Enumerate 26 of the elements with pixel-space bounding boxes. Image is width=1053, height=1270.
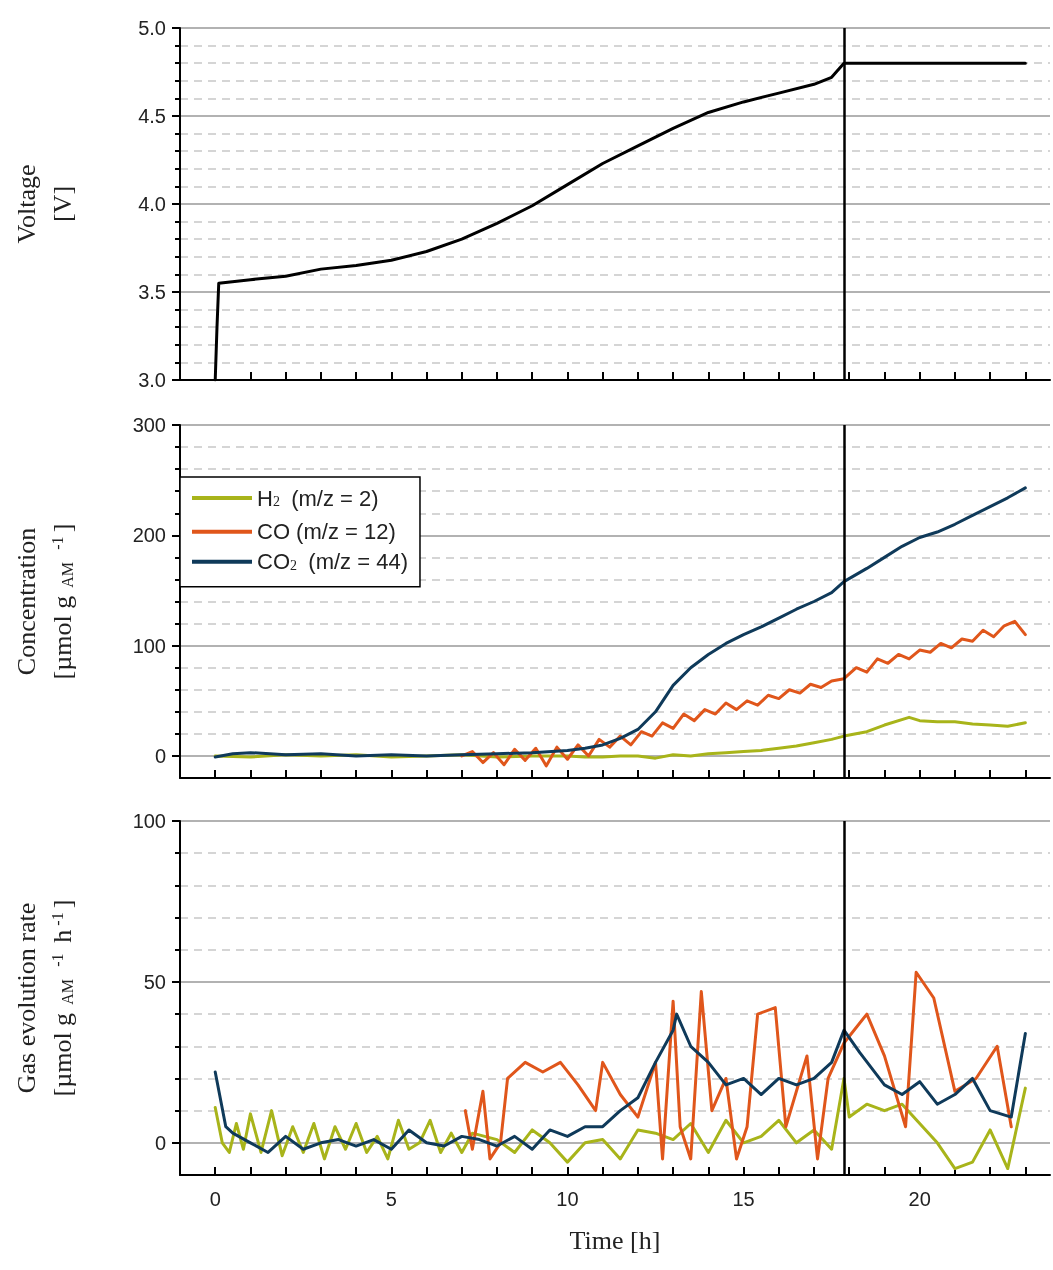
x-tick-label: 10 xyxy=(556,1188,579,1210)
y-tick-label: 50 xyxy=(143,970,166,993)
y-tick-label: 5.0 xyxy=(138,17,166,39)
line-series xyxy=(213,1076,1027,1171)
y-tick-label: 0 xyxy=(154,744,166,767)
legend-label: CO (m/z = 12) xyxy=(257,519,396,545)
line-series xyxy=(213,1012,1027,1154)
line-series xyxy=(463,970,1013,1161)
y-tick-label: 100 xyxy=(132,810,166,832)
x-tick-label: 20 xyxy=(908,1188,931,1210)
y-tick-label: 200 xyxy=(132,524,166,547)
x-tick-label: 15 xyxy=(732,1188,755,1210)
y-tick-label: 3.0 xyxy=(138,369,166,391)
y-axis-title: Voltage [V] xyxy=(11,164,77,244)
y-tick-label: 3.5 xyxy=(138,281,166,303)
y-tick-label: 4.0 xyxy=(138,193,166,215)
legend-label: H2 (m/z = 2) xyxy=(257,485,379,511)
line-series xyxy=(213,486,1027,759)
x-tick-label: 5 xyxy=(385,1188,397,1210)
y-tick-label: 0 xyxy=(154,1131,166,1154)
legend-label: CO2 (m/z = 44) xyxy=(257,549,408,575)
x-tick-label: 0 xyxy=(209,1188,221,1210)
x-axis-title: Time [h] xyxy=(569,1225,661,1255)
y-tick-label: 4.5 xyxy=(138,105,166,127)
y-tick-label: 300 xyxy=(132,414,166,436)
y-tick-label: 100 xyxy=(132,634,166,657)
